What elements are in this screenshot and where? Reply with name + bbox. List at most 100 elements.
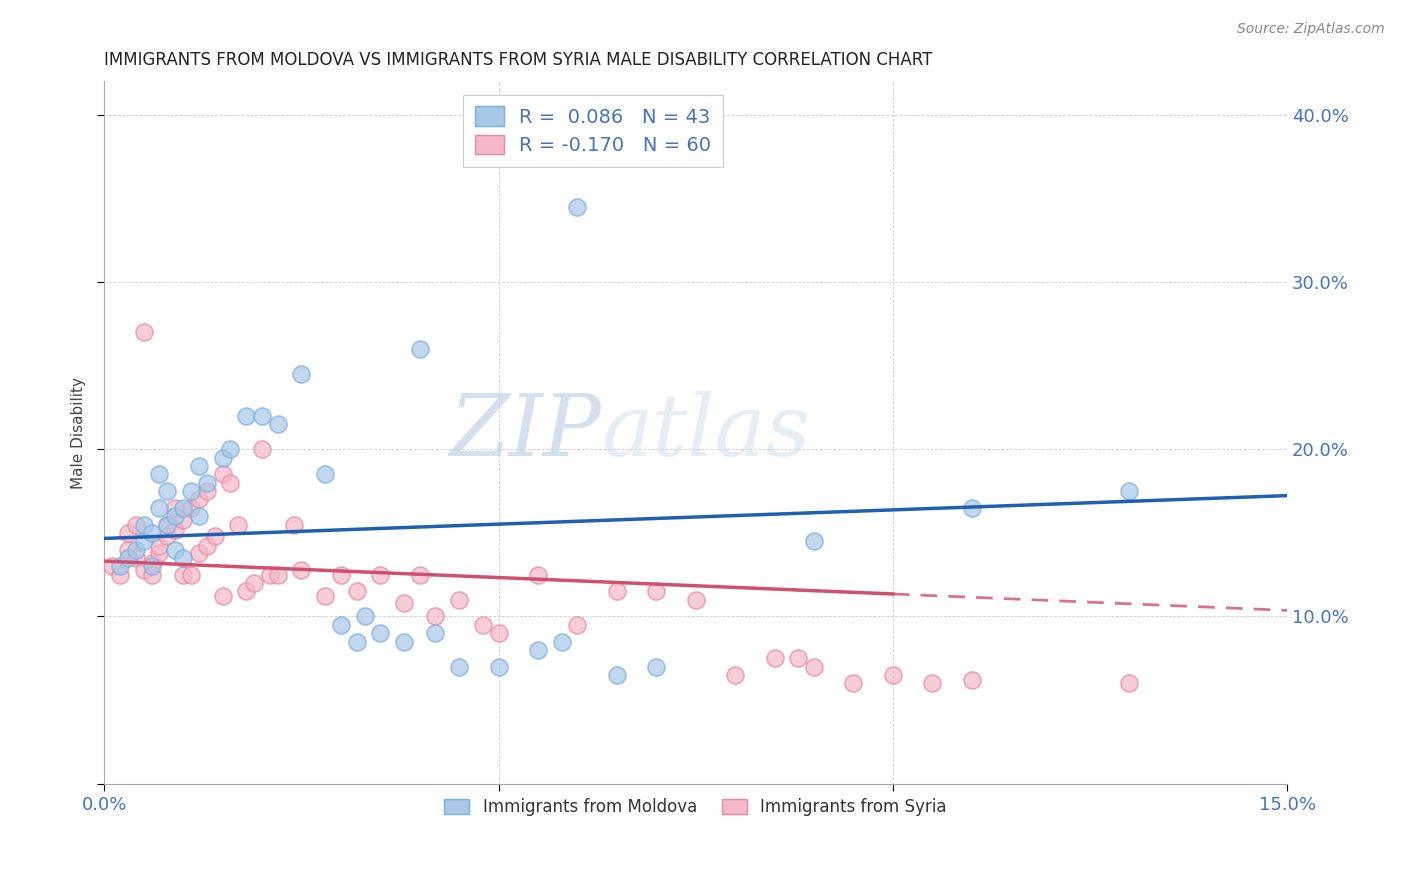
Point <box>172 567 194 582</box>
Point <box>187 509 209 524</box>
Point <box>425 609 447 624</box>
Point <box>329 618 352 632</box>
Point <box>243 576 266 591</box>
Point <box>141 556 163 570</box>
Point <box>156 517 179 532</box>
Point <box>449 659 471 673</box>
Point <box>117 551 139 566</box>
Point <box>117 542 139 557</box>
Point <box>141 525 163 540</box>
Point <box>921 676 943 690</box>
Point <box>250 442 273 457</box>
Point <box>195 484 218 499</box>
Point <box>606 584 628 599</box>
Point <box>803 659 825 673</box>
Point <box>1118 484 1140 499</box>
Y-axis label: Male Disability: Male Disability <box>72 376 86 489</box>
Point <box>567 200 589 214</box>
Point <box>148 546 170 560</box>
Point <box>165 542 187 557</box>
Point <box>527 567 550 582</box>
Point <box>148 467 170 482</box>
Point <box>290 563 312 577</box>
Point <box>132 534 155 549</box>
Point <box>235 584 257 599</box>
Point <box>1118 676 1140 690</box>
Point <box>645 584 668 599</box>
Point <box>108 567 131 582</box>
Point <box>392 634 415 648</box>
Point <box>346 584 368 599</box>
Point <box>180 500 202 515</box>
Point <box>148 500 170 515</box>
Point <box>211 450 233 465</box>
Point <box>204 529 226 543</box>
Point <box>425 626 447 640</box>
Legend: Immigrants from Moldova, Immigrants from Syria: Immigrants from Moldova, Immigrants from… <box>436 790 955 824</box>
Point <box>368 626 391 640</box>
Point <box>645 659 668 673</box>
Point <box>141 567 163 582</box>
Point <box>314 467 336 482</box>
Point <box>187 492 209 507</box>
Point <box>353 609 375 624</box>
Point <box>172 512 194 526</box>
Point <box>267 417 290 432</box>
Point <box>172 500 194 515</box>
Point <box>101 559 124 574</box>
Point <box>267 567 290 582</box>
Point <box>156 529 179 543</box>
Point <box>132 325 155 339</box>
Point <box>346 634 368 648</box>
Point <box>471 618 494 632</box>
Point <box>803 534 825 549</box>
Text: IMMIGRANTS FROM MOLDOVA VS IMMIGRANTS FROM SYRIA MALE DISABILITY CORRELATION CHA: IMMIGRANTS FROM MOLDOVA VS IMMIGRANTS FR… <box>104 51 932 69</box>
Point <box>165 500 187 515</box>
Point <box>842 676 865 690</box>
Point <box>141 559 163 574</box>
Point <box>125 542 148 557</box>
Point <box>180 484 202 499</box>
Point <box>250 409 273 423</box>
Point <box>527 643 550 657</box>
Point <box>156 517 179 532</box>
Point <box>259 567 281 582</box>
Point <box>195 539 218 553</box>
Point <box>283 517 305 532</box>
Point <box>132 563 155 577</box>
Point <box>314 590 336 604</box>
Point <box>211 590 233 604</box>
Point <box>567 618 589 632</box>
Point <box>409 342 432 356</box>
Point <box>219 475 242 490</box>
Point <box>228 517 250 532</box>
Point <box>108 559 131 574</box>
Point <box>290 367 312 381</box>
Point <box>156 484 179 499</box>
Point <box>187 546 209 560</box>
Point <box>148 539 170 553</box>
Point <box>125 551 148 566</box>
Text: atlas: atlas <box>602 392 810 474</box>
Point <box>132 517 155 532</box>
Point <box>882 668 904 682</box>
Point <box>165 523 187 537</box>
Point <box>368 567 391 582</box>
Point <box>211 467 233 482</box>
Point <box>409 567 432 582</box>
Point <box>763 651 786 665</box>
Point <box>960 500 983 515</box>
Point <box>392 596 415 610</box>
Point <box>235 409 257 423</box>
Point <box>125 517 148 532</box>
Point <box>606 668 628 682</box>
Point <box>329 567 352 582</box>
Point <box>787 651 810 665</box>
Point <box>187 458 209 473</box>
Point <box>550 634 572 648</box>
Text: Source: ZipAtlas.com: Source: ZipAtlas.com <box>1237 22 1385 37</box>
Point <box>219 442 242 457</box>
Point <box>960 673 983 687</box>
Point <box>449 592 471 607</box>
Point <box>195 475 218 490</box>
